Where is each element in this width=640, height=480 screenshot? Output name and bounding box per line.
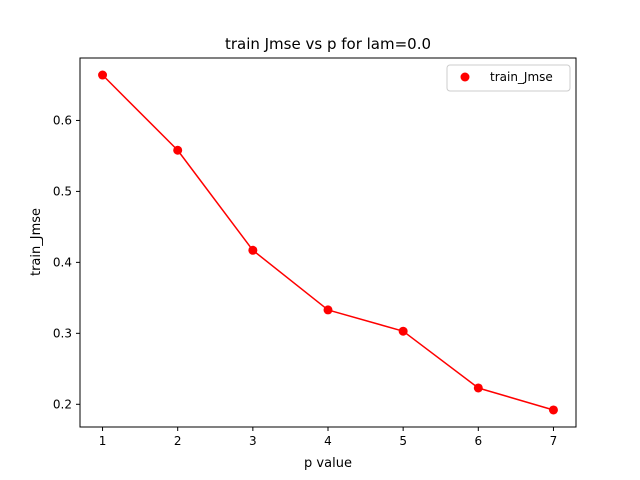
chart-title: train Jmse vs p for lam=0.0 <box>225 35 431 53</box>
x-axis-label: p value <box>304 456 352 471</box>
y-tick-label: 0.3 <box>53 326 72 340</box>
x-tick-label: 5 <box>399 434 407 448</box>
legend-label: train_Jmse <box>490 70 553 84</box>
data-point <box>173 145 183 155</box>
x-tick-label: 7 <box>550 434 558 448</box>
x-axis: 1 2 3 4 5 6 7 <box>99 427 558 448</box>
data-point <box>548 405 558 415</box>
legend: train_Jmse <box>446 64 571 92</box>
legend-marker-icon <box>460 72 470 82</box>
data-point <box>398 326 408 336</box>
data-point <box>323 305 333 315</box>
y-axis-label: train_Jmse <box>29 208 44 276</box>
y-tick-label: 0.6 <box>53 113 72 127</box>
y-tick-label: 0.5 <box>53 184 72 198</box>
x-tick-label: 4 <box>324 434 332 448</box>
data-point <box>98 70 108 80</box>
x-tick-label: 6 <box>474 434 482 448</box>
y-tick-label: 0.2 <box>53 397 72 411</box>
series-layer <box>98 70 558 415</box>
plot-area <box>80 58 576 427</box>
plot-background <box>80 58 576 427</box>
x-tick-label: 3 <box>249 434 257 448</box>
x-tick-label: 2 <box>174 434 182 448</box>
y-tick-label: 0.4 <box>53 255 72 269</box>
data-point <box>248 245 258 255</box>
x-tick-label: 1 <box>99 434 107 448</box>
data-point <box>473 383 483 393</box>
legend-box <box>446 64 571 92</box>
y-axis: 0.2 0.3 0.4 0.5 0.6 <box>53 113 80 411</box>
plot-frame <box>79 57 577 428</box>
